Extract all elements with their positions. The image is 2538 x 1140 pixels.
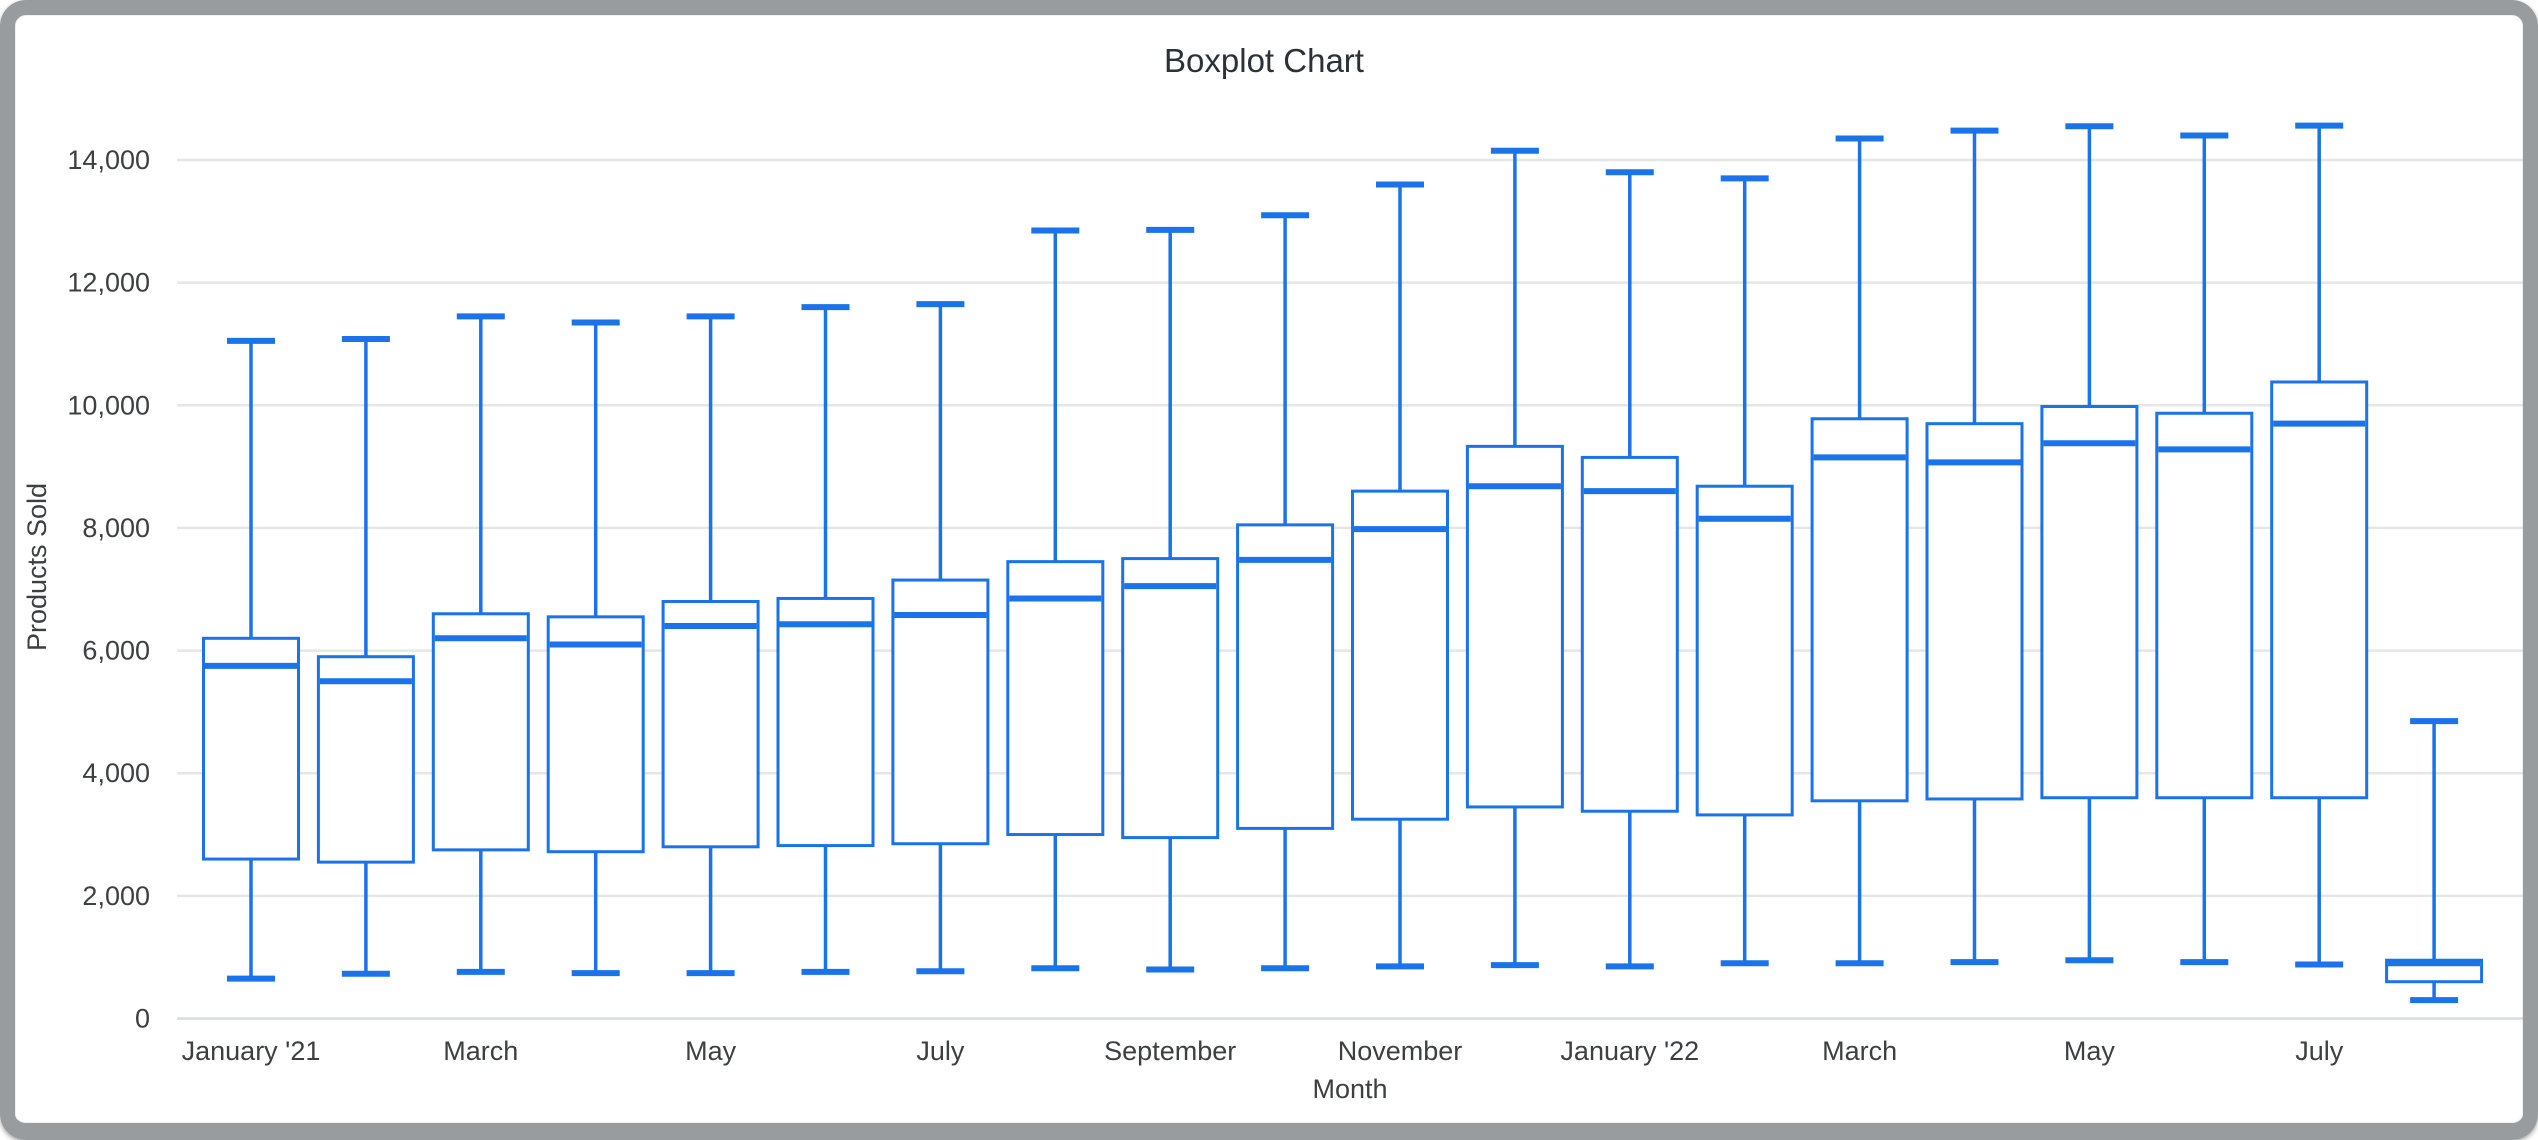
y-tick-label-10,000: 10,000 [67, 390, 150, 420]
x-tick-label-september: September [1104, 1036, 1236, 1066]
y-tick-label-0: 0 [135, 1004, 150, 1034]
x-tick-label-march: March [1822, 1036, 1897, 1066]
iqr-box [2155, 411, 2254, 800]
iqr-box [2270, 380, 2369, 800]
y-tick-label-6,000: 6,000 [82, 636, 150, 666]
x-tick-label-march: March [443, 1036, 518, 1066]
boxplot-1-february[interactable] [316, 336, 415, 977]
y-tick-label-8,000: 8,000 [82, 513, 150, 543]
boxplot-15-april[interactable] [1925, 127, 2024, 966]
x-tick-label-january-22: January '22 [1560, 1036, 1699, 1066]
y-tick-label-2,000: 2,000 [82, 881, 150, 911]
iqr-box [776, 596, 875, 848]
boxplot-16-may[interactable] [2040, 123, 2139, 964]
y-tick-label-12,000: 12,000 [67, 268, 150, 298]
y-tick-label-14,000: 14,000 [67, 145, 150, 175]
iqr-box [1810, 417, 1909, 803]
boxplot-9-october[interactable] [1236, 212, 1335, 972]
iqr-box [1236, 523, 1335, 830]
iqr-box [1006, 560, 1105, 837]
boxplot-6-july[interactable] [891, 301, 990, 975]
y-axis-tick-labels: 0 2,000 4,000 6,000 8,000 10,000 12,000 14,000 [67, 145, 150, 1034]
chart-title: Boxplot Chart [1164, 42, 1364, 79]
iqr-box [1580, 455, 1679, 813]
iqr-box [661, 600, 760, 849]
boxplot-11-december[interactable] [1465, 147, 1564, 969]
iqr-box [1121, 557, 1220, 840]
boxplot-14-march[interactable] [1810, 135, 1909, 967]
x-axis-tick-labels: January '21 March May July September November… [182, 1036, 2344, 1066]
boxplot-13-february[interactable] [1695, 175, 1794, 967]
x-tick-label-july: July [916, 1036, 965, 1066]
boxplot-8-september[interactable] [1121, 226, 1220, 973]
iqr-box [316, 655, 415, 864]
iqr-box [891, 578, 990, 846]
boxplot-series [202, 122, 2484, 1004]
boxplot-3-april[interactable] [546, 319, 645, 977]
x-tick-label-november: November [1338, 1036, 1463, 1066]
x-tick-label-july: July [2295, 1036, 2344, 1066]
boxplot-0-january-21[interactable] [202, 337, 300, 982]
y-axis-title: Products Sold [22, 483, 52, 651]
x-tick-label-january-21: January '21 [182, 1036, 321, 1066]
boxplot-4-may[interactable] [661, 313, 760, 977]
iqr-box [1695, 484, 1794, 817]
boxplot-7-august[interactable] [1006, 227, 1105, 972]
boxplot-19-august[interactable] [2385, 718, 2484, 1004]
iqr-box [546, 615, 645, 854]
boxplot-2-march[interactable] [431, 313, 530, 975]
x-tick-label-may: May [685, 1036, 737, 1066]
boxplot-10-november[interactable] [1351, 181, 1449, 970]
iqr-box [2040, 405, 2139, 800]
x-tick-label-may: May [2064, 1036, 2116, 1066]
iqr-box [1465, 444, 1564, 809]
boxplot-18-july[interactable] [2270, 122, 2369, 968]
boxplot-17-june[interactable] [2155, 132, 2254, 966]
iqr-box [1351, 489, 1449, 821]
iqr-box [431, 612, 530, 852]
boxplot-5-june[interactable] [776, 304, 875, 975]
boxplot-12-january-22[interactable] [1580, 169, 1679, 970]
iqr-box [202, 636, 300, 861]
y-tick-label-4,000: 4,000 [82, 758, 150, 788]
iqr-box [1925, 422, 2024, 801]
x-axis-title: Month [1312, 1074, 1387, 1104]
